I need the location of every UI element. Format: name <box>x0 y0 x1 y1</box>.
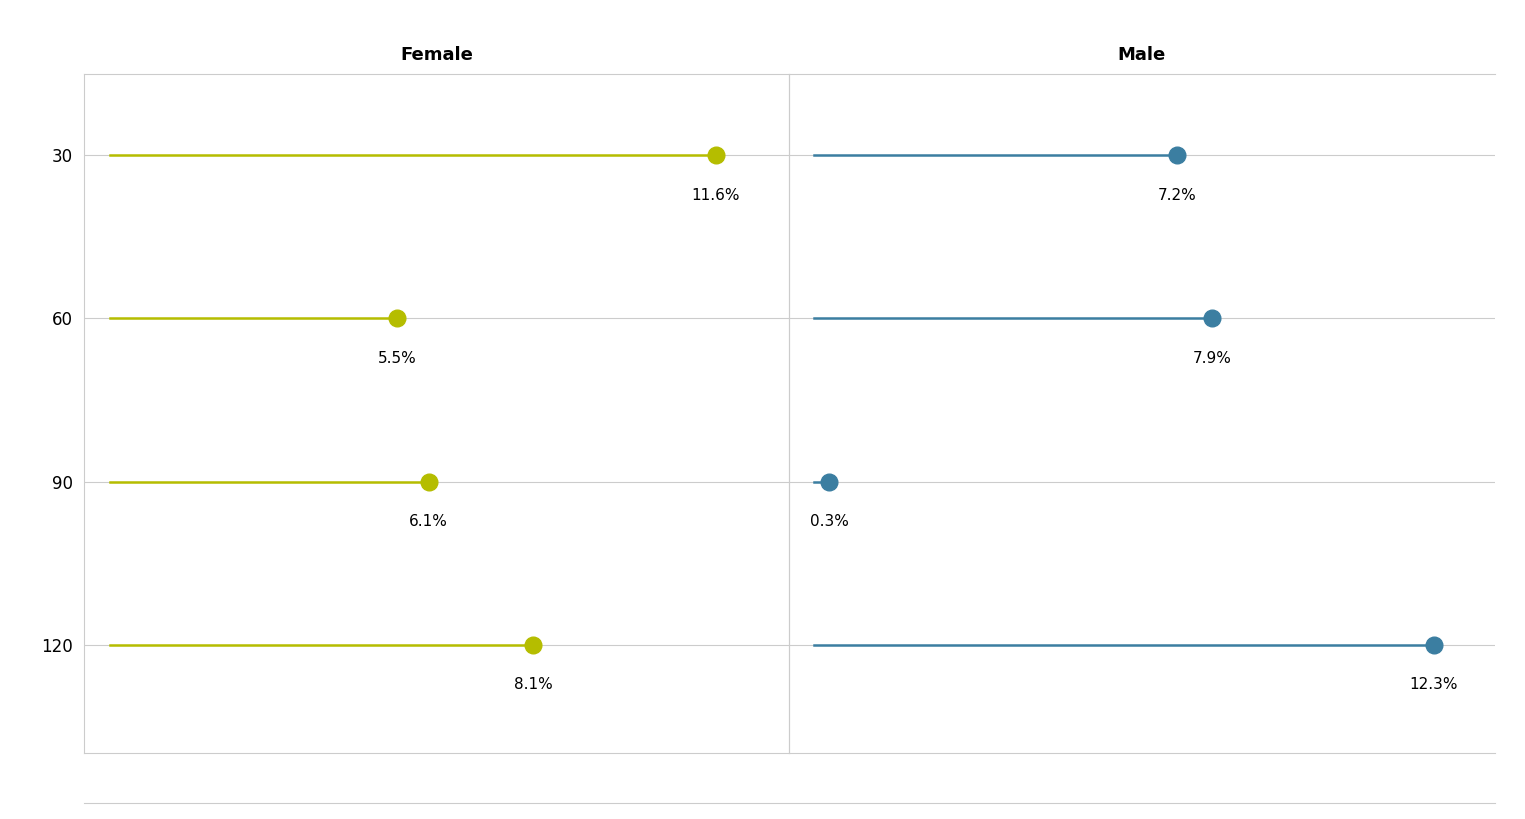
Text: 8.1%: 8.1% <box>514 677 552 692</box>
Text: 5.5%: 5.5% <box>378 351 416 366</box>
Text: 12.3%: 12.3% <box>1409 677 1458 692</box>
Text: 7.2%: 7.2% <box>1157 188 1197 203</box>
Text: 0.3%: 0.3% <box>810 514 849 529</box>
Title: Female: Female <box>400 46 473 64</box>
Text: 6.1%: 6.1% <box>409 514 448 529</box>
Title: Male: Male <box>1118 46 1167 64</box>
Text: 11.6%: 11.6% <box>692 188 740 203</box>
Text: 7.9%: 7.9% <box>1193 351 1232 366</box>
